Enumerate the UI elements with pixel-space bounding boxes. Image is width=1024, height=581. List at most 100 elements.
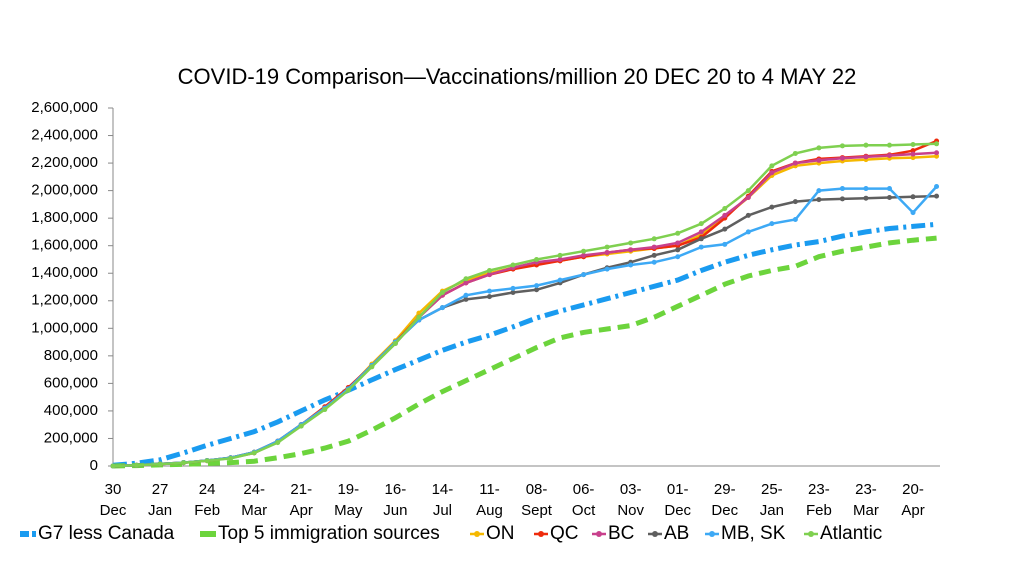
data-point: [745, 229, 751, 235]
legend-label: Atlantic: [820, 523, 882, 544]
y-tick-label: 1,200,000: [31, 292, 98, 309]
x-tick-label: 08-Sept: [521, 481, 553, 519]
data-point: [675, 254, 681, 260]
x-tick-label: 29-Dec: [711, 481, 738, 519]
data-point: [722, 206, 728, 212]
data-point: [110, 463, 116, 469]
data-point: [792, 217, 798, 223]
legend-label: Top 5 immigration sources: [218, 523, 440, 544]
legend-label: BC: [608, 523, 634, 544]
data-point: [698, 221, 704, 227]
data-point: [816, 188, 822, 194]
x-tick-label: 21-Apr: [290, 481, 313, 519]
series-line: [112, 221, 937, 468]
data-point: [769, 163, 775, 169]
data-point: [557, 277, 563, 283]
data-point: [486, 294, 492, 300]
data-point: [134, 462, 140, 468]
data-point: [792, 160, 798, 166]
data-point: [792, 150, 798, 156]
x-tick-label: 23-Feb: [806, 481, 832, 519]
x-tick-label: 06-Oct: [572, 481, 596, 519]
data-point: [675, 240, 681, 246]
legend-marker: [709, 531, 715, 537]
data-point: [369, 364, 375, 370]
data-point: [910, 194, 916, 200]
data-point: [628, 240, 634, 246]
data-point: [463, 296, 469, 302]
x-tick-label: 16-Jun: [383, 481, 407, 519]
y-tick-label: 1,600,000: [31, 237, 98, 254]
legend-label: MB, SK: [721, 523, 786, 544]
y-tick-label: 800,000: [44, 347, 98, 364]
data-point: [934, 150, 940, 156]
data-point: [816, 197, 822, 203]
x-tick-label: 03-Nov: [617, 481, 644, 519]
data-point: [345, 387, 351, 393]
data-point: [581, 272, 587, 278]
data-point: [863, 195, 869, 201]
data-point: [534, 287, 540, 293]
data-point: [463, 276, 469, 282]
data-point: [910, 155, 916, 161]
data-point: [181, 460, 187, 466]
data-point: [510, 285, 516, 291]
y-tick-label: 2,000,000: [31, 182, 98, 199]
chart-title: COVID-19 Comparison—Vaccinations/million…: [178, 64, 857, 89]
legend-marker: [596, 531, 602, 537]
data-point: [792, 199, 798, 205]
data-point: [675, 247, 681, 253]
legend-label: ON: [486, 523, 515, 544]
series-line: [112, 154, 937, 468]
x-tick-label: 30 Dec: [100, 481, 127, 519]
legend-label: G7 less Canada: [38, 523, 175, 544]
data-point: [604, 244, 610, 250]
data-point: [651, 259, 657, 265]
data-point: [910, 148, 916, 154]
data-point: [839, 143, 845, 149]
data-point: [392, 340, 398, 346]
y-tick-label: 2,600,000: [31, 99, 98, 116]
data-point: [604, 266, 610, 272]
data-point: [722, 241, 728, 247]
legend-label: QC: [550, 523, 579, 544]
data-point: [534, 256, 540, 262]
data-point: [486, 288, 492, 294]
y-tick-label: 2,400,000: [31, 127, 98, 144]
series-line: [112, 194, 937, 468]
data-point: [863, 154, 869, 160]
data-point: [886, 186, 892, 192]
data-point: [698, 244, 704, 250]
data-point: [675, 230, 681, 236]
y-tick-label: 200,000: [44, 429, 98, 446]
data-point: [510, 262, 516, 268]
data-point: [839, 186, 845, 192]
y-tick-label: 400,000: [44, 402, 98, 419]
x-tick-label: 24 Feb: [194, 481, 220, 519]
data-point: [886, 195, 892, 200]
x-tick-label: 24-Mar: [241, 481, 267, 519]
data-point: [439, 290, 445, 296]
data-point: [628, 247, 634, 253]
data-point: [769, 221, 775, 227]
x-tick-label: 11-Aug: [476, 481, 503, 519]
x-tick-label: 01-Dec: [664, 481, 691, 519]
data-point: [816, 157, 822, 163]
data-point: [416, 314, 422, 320]
y-tick-label: 1,000,000: [31, 319, 98, 336]
data-point: [557, 252, 563, 258]
data-point: [581, 248, 587, 254]
data-point: [628, 262, 634, 268]
legend-marker: [652, 531, 658, 537]
data-point: [722, 226, 728, 232]
y-tick-label: 1,800,000: [31, 209, 98, 226]
data-point: [910, 151, 916, 157]
data-point: [510, 290, 516, 296]
x-tick-label: 25-Jan: [760, 481, 784, 519]
data-point: [486, 267, 492, 273]
data-point: [275, 440, 281, 446]
data-point: [251, 450, 257, 456]
y-tick-label: 2,200,000: [31, 154, 98, 171]
series-line: [112, 139, 938, 468]
